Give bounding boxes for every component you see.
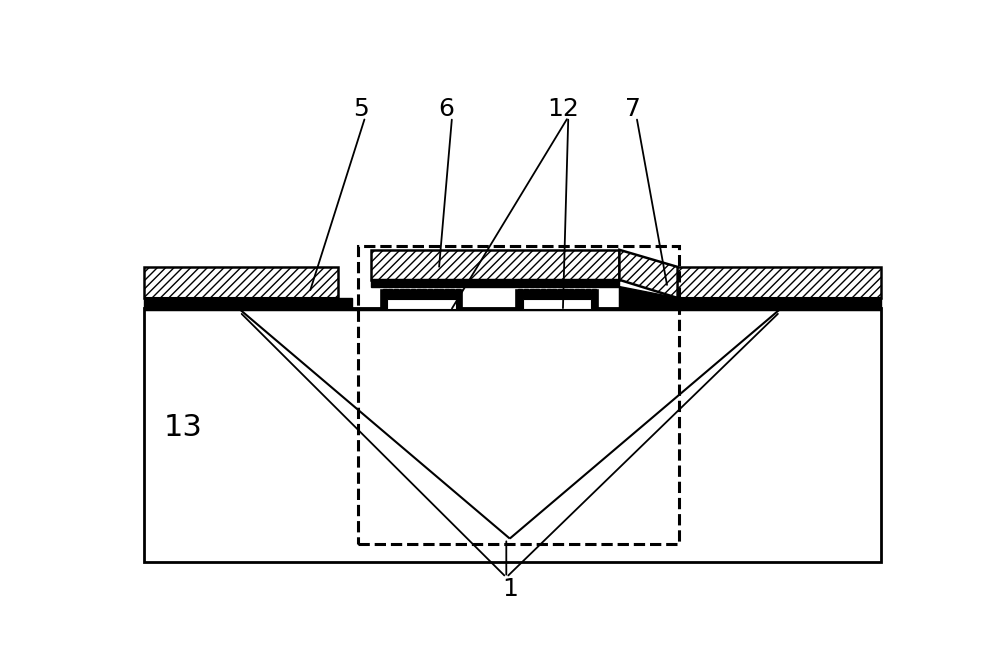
Bar [144, 298, 352, 309]
Bar [144, 267, 338, 298]
Polygon shape [619, 286, 678, 309]
Text: 6: 6 [439, 97, 455, 121]
Bar [675, 267, 881, 298]
Text: 7: 7 [625, 97, 641, 121]
Bar [371, 250, 619, 280]
Bar [381, 290, 462, 309]
Bar [371, 280, 619, 286]
Text: 12: 12 [547, 97, 579, 121]
Text: 13: 13 [164, 413, 203, 442]
Bar [387, 298, 456, 309]
Bar [144, 308, 881, 562]
Text: 1: 1 [502, 577, 518, 601]
Bar [516, 290, 598, 309]
Text: 5: 5 [354, 97, 369, 121]
Bar [358, 246, 679, 544]
Bar [664, 298, 881, 309]
Polygon shape [240, 309, 780, 538]
Bar [523, 298, 591, 309]
Polygon shape [619, 250, 678, 298]
